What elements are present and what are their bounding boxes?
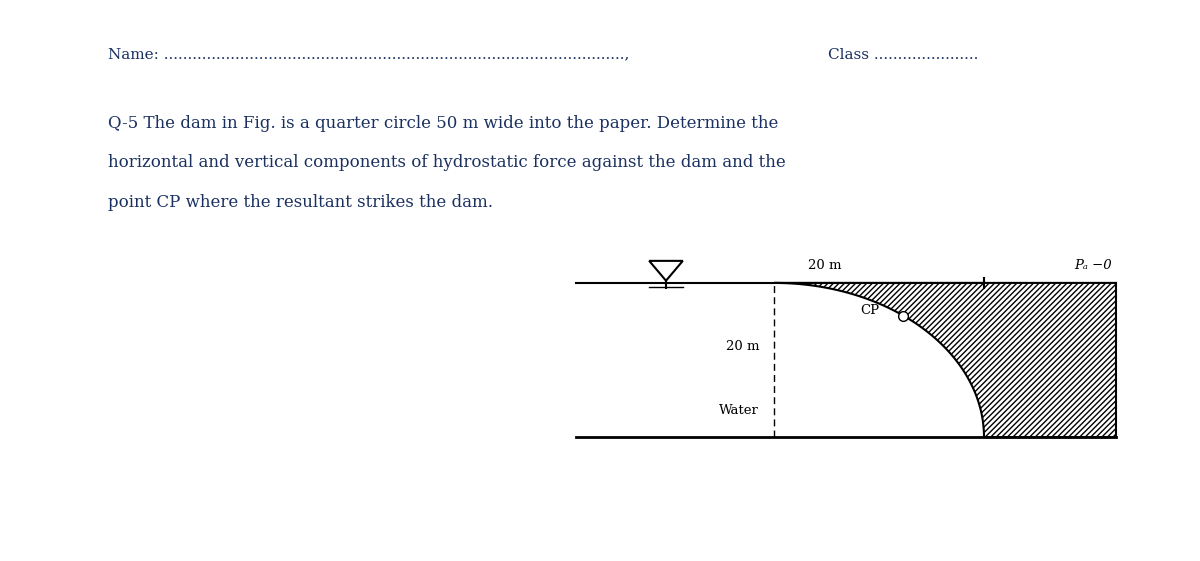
Text: 20 m: 20 m: [726, 341, 760, 353]
Polygon shape: [774, 283, 1116, 437]
Polygon shape: [649, 261, 683, 280]
Text: CP: CP: [860, 304, 880, 317]
Text: Q-5 The dam in Fig. is a quarter circle 50 m wide into the paper. Determine the: Q-5 The dam in Fig. is a quarter circle …: [108, 115, 779, 132]
Text: point CP where the resultant strikes the dam.: point CP where the resultant strikes the…: [108, 194, 493, 210]
Text: horizontal and vertical components of hydrostatic force against the dam and the: horizontal and vertical components of hy…: [108, 154, 786, 171]
Text: Pₐ −0: Pₐ −0: [1074, 259, 1111, 272]
Text: Water: Water: [719, 404, 760, 417]
Text: Class ......................: Class ......................: [828, 48, 978, 62]
Text: Name: ..........................................................................: Name: ..................................…: [108, 48, 629, 62]
Text: 20 m: 20 m: [809, 259, 841, 272]
